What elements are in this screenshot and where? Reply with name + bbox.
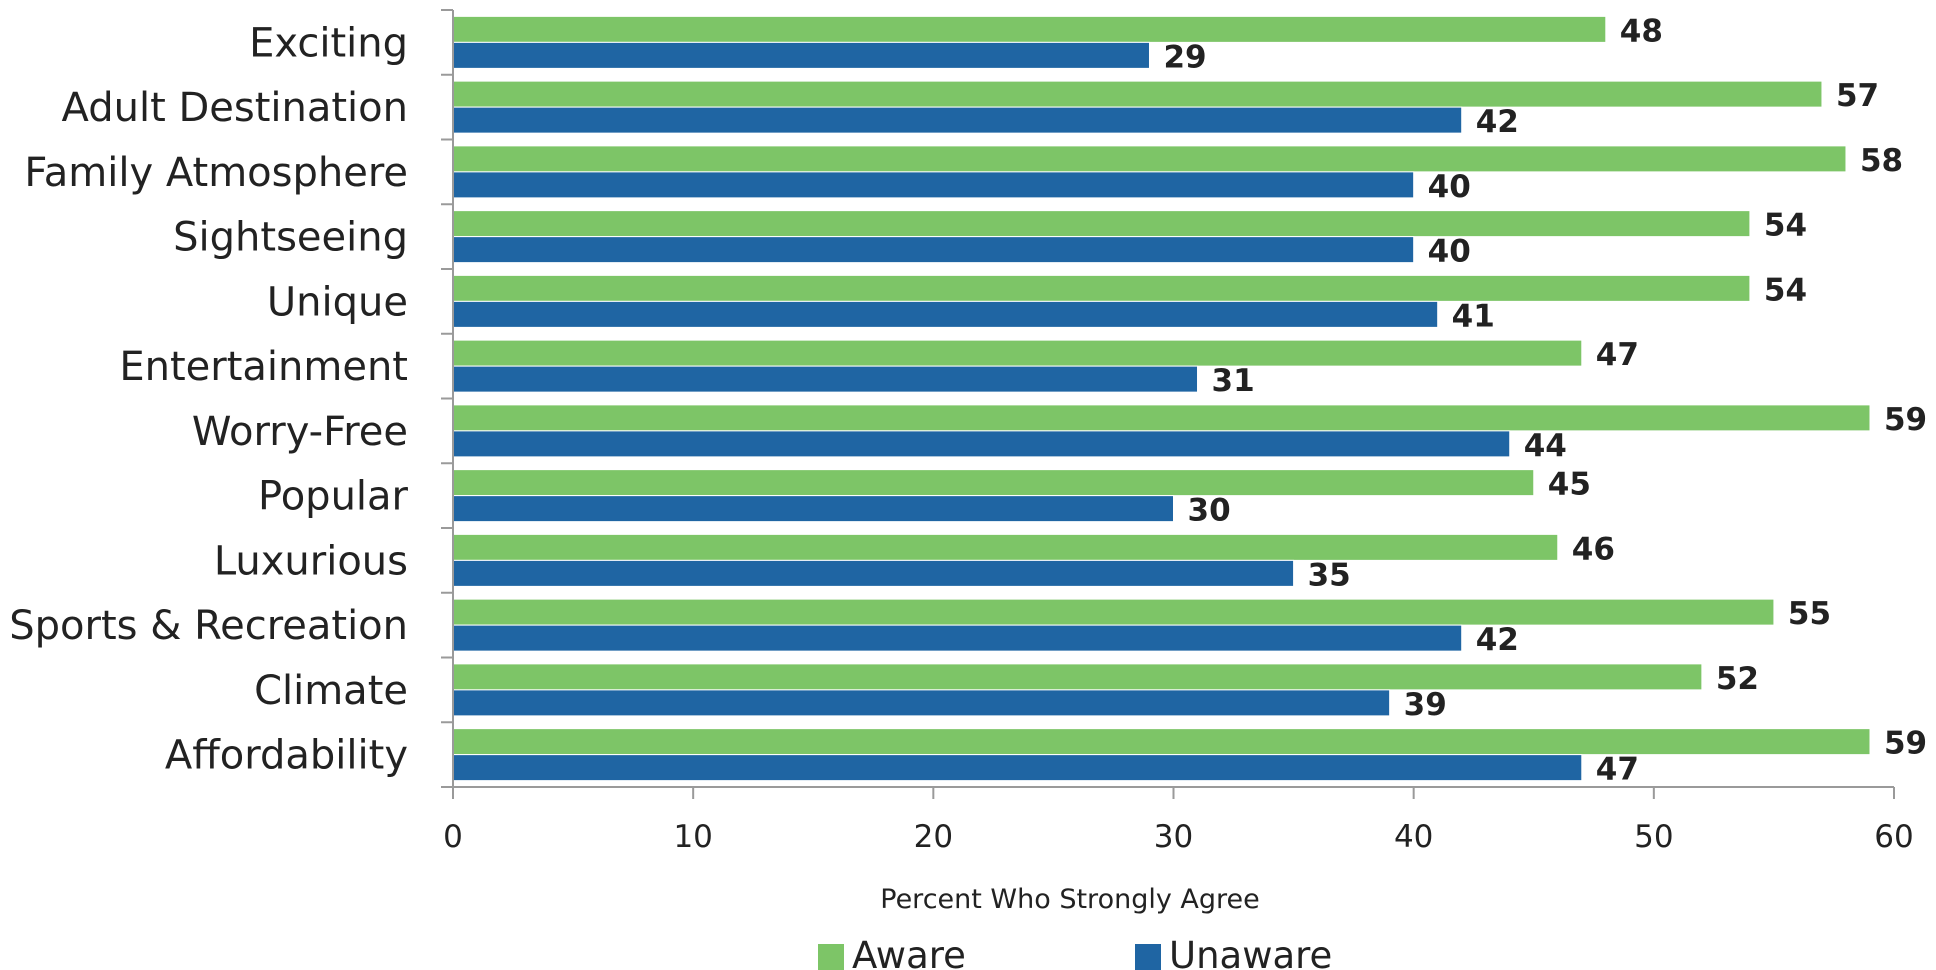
- legend-label-unaware: Unaware: [1169, 934, 1332, 970]
- bar-aware: [452, 598, 1775, 626]
- bar-aware: [452, 210, 1751, 238]
- bar-aware: [452, 145, 1847, 173]
- bar-aware: [452, 80, 1823, 108]
- bar-unaware: [452, 106, 1463, 134]
- bar-aware: [452, 663, 1703, 691]
- category-label: Popular: [258, 474, 409, 520]
- category-label: Climate: [254, 668, 408, 714]
- x-tick-label: 50: [1634, 819, 1673, 855]
- data-label-aware: 58: [1860, 143, 1903, 179]
- bar-unaware: [452, 236, 1415, 264]
- data-label-aware: 46: [1572, 531, 1615, 567]
- bar-aware: [452, 274, 1751, 302]
- data-label-aware: 47: [1596, 337, 1639, 373]
- data-label-aware: 54: [1764, 208, 1807, 244]
- category-label: Affordability: [165, 733, 408, 779]
- data-label-unaware: 40: [1428, 169, 1471, 205]
- category-label: Adult Destination: [62, 85, 408, 131]
- data-label-unaware: 31: [1212, 363, 1255, 399]
- bar-unaware: [452, 754, 1583, 782]
- x-tick-label: 30: [1154, 819, 1193, 855]
- data-label-aware: 48: [1620, 13, 1663, 49]
- bar-unaware: [452, 300, 1439, 328]
- legend-swatch-unaware: [1135, 944, 1161, 970]
- legend-label-aware: Aware: [852, 934, 966, 970]
- bar-aware: [452, 533, 1559, 561]
- data-label-unaware: 44: [1524, 428, 1567, 464]
- bar-unaware: [452, 689, 1391, 717]
- bar-unaware: [452, 430, 1511, 458]
- data-label-unaware: 30: [1188, 493, 1231, 529]
- x-tick-label: 10: [673, 819, 712, 855]
- x-axis-title: Percent Who Strongly Agree: [880, 884, 1260, 915]
- data-label-aware: 52: [1716, 661, 1759, 697]
- data-label-unaware: 42: [1476, 104, 1519, 140]
- data-label-unaware: 47: [1596, 752, 1639, 788]
- legend: Aware Unaware: [818, 934, 1332, 970]
- data-label-aware: 57: [1836, 78, 1879, 114]
- data-label-unaware: 42: [1476, 622, 1519, 658]
- bar-unaware: [452, 495, 1174, 523]
- category-labels: Exciting Adult Destination Family Atmosphe…: [9, 20, 408, 778]
- bar-aware: [452, 728, 1871, 756]
- data-label-aware: 54: [1764, 272, 1807, 308]
- bar-unaware: [452, 365, 1199, 393]
- data-label-unaware: 39: [1404, 687, 1447, 723]
- data-label-aware: 45: [1548, 467, 1591, 503]
- bar-unaware: [452, 41, 1150, 69]
- data-label-unaware: 29: [1163, 39, 1206, 75]
- data-label-aware: 59: [1884, 402, 1927, 438]
- bar-unaware: [452, 624, 1463, 652]
- x-tick-label: 40: [1394, 819, 1433, 855]
- data-label-aware: 55: [1788, 596, 1831, 632]
- category-label: Family Atmosphere: [24, 150, 408, 196]
- bar-unaware: [452, 171, 1415, 199]
- bar-unaware: [452, 559, 1295, 587]
- category-label: Luxurious: [214, 538, 408, 584]
- x-tick-label: 20: [914, 819, 953, 855]
- x-tick-label: 0: [443, 819, 463, 855]
- category-label: Sports & Recreation: [9, 603, 408, 649]
- bar-aware: [452, 469, 1535, 497]
- bar-aware: [452, 15, 1607, 43]
- x-tick-label: 60: [1874, 819, 1913, 855]
- bar-aware: [452, 339, 1583, 367]
- category-label: Unique: [267, 279, 408, 325]
- category-label: Exciting: [249, 20, 408, 66]
- category-label: Worry-Free: [192, 409, 408, 455]
- category-label: Sightseeing: [173, 215, 408, 261]
- data-label-unaware: 41: [1452, 298, 1495, 334]
- data-label-unaware: 35: [1308, 557, 1351, 593]
- data-label-aware: 59: [1884, 726, 1927, 762]
- category-label: Entertainment: [119, 344, 408, 390]
- data-label-unaware: 40: [1428, 234, 1471, 270]
- x-axis: 0 10 20 30 40 50 60: [441, 9, 1914, 855]
- bar-aware: [452, 404, 1871, 432]
- legend-swatch-aware: [818, 944, 844, 970]
